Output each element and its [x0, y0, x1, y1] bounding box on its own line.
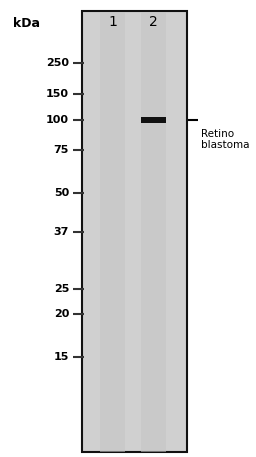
Text: 20: 20 [54, 309, 69, 319]
Bar [100, 12, 125, 452]
Text: 15: 15 [54, 352, 69, 362]
Text: 250: 250 [46, 58, 69, 68]
Text: 100: 100 [46, 115, 69, 125]
Text: Retino
blastoma: Retino blastoma [201, 129, 249, 150]
Text: 1: 1 [108, 15, 117, 29]
Text: 150: 150 [46, 89, 69, 99]
Bar [141, 12, 166, 452]
Text: 25: 25 [54, 284, 69, 294]
Text: 37: 37 [54, 227, 69, 237]
Bar [82, 11, 187, 452]
Text: kDa: kDa [13, 17, 40, 30]
Text: 2: 2 [149, 15, 158, 29]
Bar [141, 117, 166, 123]
Text: 50: 50 [54, 188, 69, 198]
Text: 75: 75 [54, 145, 69, 155]
